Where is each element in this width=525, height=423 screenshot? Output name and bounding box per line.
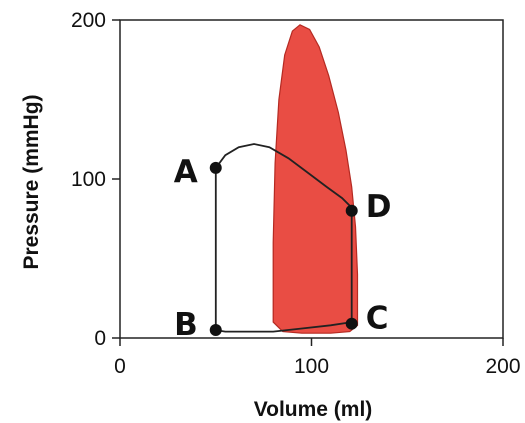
point-c-label: C — [366, 301, 389, 337]
x-tick-label: 0 — [114, 355, 126, 378]
point-a-label: A — [174, 154, 198, 190]
x-axis-title: Volume (ml) — [254, 398, 373, 421]
point-d-label: D — [366, 189, 392, 225]
point-d-marker — [345, 204, 358, 217]
y-tick-label: 100 — [71, 168, 106, 191]
outline-loop-group — [214, 143, 353, 333]
point-a-marker — [209, 161, 222, 174]
point-c-marker — [345, 317, 358, 330]
x-ticks: 0 100 200 — [114, 338, 521, 378]
point-b-marker — [209, 324, 222, 337]
point-b-label: B — [174, 307, 198, 343]
y-axis-title: Pressure (mmHg) — [20, 94, 43, 269]
outline-loop-line — [214, 143, 353, 333]
x-tick-label: 100 — [294, 355, 329, 378]
y-tick-label: 0 — [94, 327, 106, 350]
x-tick-label: 200 — [485, 355, 520, 378]
y-ticks: 0 100 200 — [71, 9, 120, 350]
data-points: A B C D — [174, 154, 392, 343]
y-tick-label: 200 — [71, 9, 106, 32]
